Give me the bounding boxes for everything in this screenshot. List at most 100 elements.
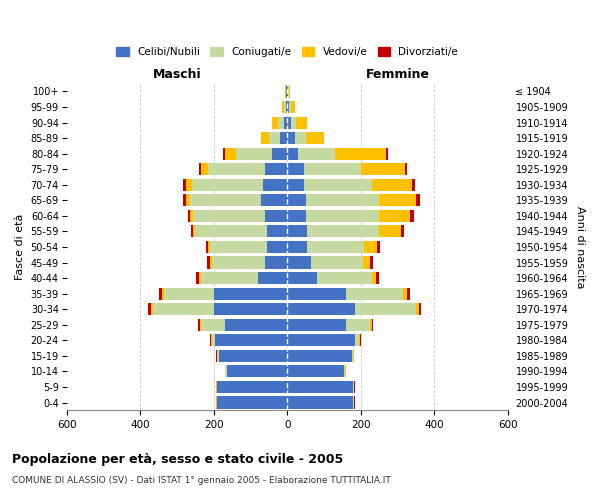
Bar bbox=[287, 256, 311, 268]
Legend: Celibi/Nubili, Coniugati/e, Vedovi/e, Divorziati/e: Celibi/Nubili, Coniugati/e, Vedovi/e, Di… bbox=[112, 43, 463, 62]
Bar bbox=[212, 256, 287, 268]
Bar bbox=[226, 366, 287, 378]
Bar bbox=[210, 334, 287, 346]
Bar bbox=[224, 366, 287, 378]
Bar bbox=[283, 101, 287, 113]
Bar bbox=[278, 116, 287, 128]
Bar bbox=[287, 396, 353, 408]
Bar bbox=[186, 194, 287, 206]
Bar bbox=[219, 350, 287, 362]
Bar bbox=[216, 396, 287, 408]
Bar bbox=[287, 396, 355, 408]
Bar bbox=[287, 366, 344, 378]
Bar bbox=[287, 116, 291, 128]
Bar bbox=[201, 318, 287, 331]
Bar bbox=[287, 366, 346, 378]
Bar bbox=[215, 334, 287, 346]
Bar bbox=[162, 288, 287, 300]
Bar bbox=[272, 116, 287, 128]
Bar bbox=[198, 318, 287, 331]
Bar bbox=[159, 288, 287, 300]
Bar bbox=[208, 241, 287, 253]
Bar bbox=[287, 288, 346, 300]
Bar bbox=[272, 148, 287, 160]
Bar bbox=[217, 381, 287, 393]
Bar bbox=[287, 226, 401, 237]
Bar bbox=[286, 86, 287, 98]
Bar bbox=[287, 303, 355, 316]
Bar bbox=[283, 101, 287, 113]
Bar bbox=[287, 210, 410, 222]
Bar bbox=[206, 241, 287, 253]
Bar bbox=[263, 178, 287, 191]
Bar bbox=[224, 318, 287, 331]
Bar bbox=[265, 210, 287, 222]
Bar bbox=[217, 396, 287, 408]
Bar bbox=[286, 86, 287, 98]
Bar bbox=[214, 288, 287, 300]
Y-axis label: Anni di nascita: Anni di nascita bbox=[575, 206, 585, 288]
Bar bbox=[236, 148, 287, 160]
Bar bbox=[225, 366, 287, 378]
Bar bbox=[190, 194, 287, 206]
Bar bbox=[196, 272, 287, 284]
Bar bbox=[217, 381, 287, 393]
Bar bbox=[287, 241, 307, 253]
Bar bbox=[258, 272, 287, 284]
Bar bbox=[284, 101, 287, 113]
Bar bbox=[287, 178, 412, 191]
Bar bbox=[287, 334, 361, 346]
Bar bbox=[267, 226, 287, 237]
Bar bbox=[188, 210, 287, 222]
Bar bbox=[287, 350, 353, 362]
Bar bbox=[287, 210, 379, 222]
Bar bbox=[287, 163, 405, 175]
Bar bbox=[227, 366, 287, 378]
Bar bbox=[287, 194, 416, 206]
Bar bbox=[262, 132, 287, 144]
Bar bbox=[186, 178, 287, 191]
Bar bbox=[287, 163, 304, 175]
Bar bbox=[212, 334, 287, 346]
Bar bbox=[287, 148, 388, 160]
Text: Maschi: Maschi bbox=[152, 68, 201, 80]
Bar bbox=[287, 381, 354, 393]
Bar bbox=[287, 148, 386, 160]
Bar bbox=[287, 303, 416, 316]
Bar bbox=[191, 226, 287, 237]
Bar bbox=[216, 381, 287, 393]
Bar bbox=[287, 116, 307, 128]
Bar bbox=[208, 163, 287, 175]
Bar bbox=[287, 194, 419, 206]
Bar bbox=[287, 256, 362, 268]
Bar bbox=[195, 226, 287, 237]
Bar bbox=[287, 381, 353, 393]
Bar bbox=[214, 303, 287, 316]
Bar bbox=[287, 318, 346, 331]
Bar bbox=[191, 178, 287, 191]
Bar bbox=[287, 86, 289, 98]
Bar bbox=[223, 148, 287, 160]
Bar bbox=[193, 226, 287, 237]
Bar bbox=[164, 288, 287, 300]
Bar bbox=[280, 132, 287, 144]
Bar bbox=[287, 256, 370, 268]
Text: Popolazione per età, sesso e stato civile - 2005: Popolazione per età, sesso e stato civil… bbox=[12, 452, 343, 466]
Bar bbox=[287, 132, 324, 144]
Bar bbox=[151, 303, 287, 316]
Bar bbox=[287, 101, 295, 113]
Bar bbox=[286, 101, 287, 113]
Bar bbox=[210, 241, 287, 253]
Bar bbox=[287, 86, 290, 98]
Bar bbox=[210, 256, 287, 268]
Bar bbox=[287, 210, 305, 222]
Bar bbox=[217, 396, 287, 408]
Bar bbox=[287, 272, 372, 284]
Bar bbox=[287, 226, 404, 237]
Bar bbox=[287, 272, 379, 284]
Bar bbox=[287, 241, 377, 253]
Bar bbox=[287, 194, 379, 206]
Bar bbox=[287, 148, 298, 160]
Bar bbox=[284, 116, 287, 128]
Bar bbox=[287, 272, 376, 284]
